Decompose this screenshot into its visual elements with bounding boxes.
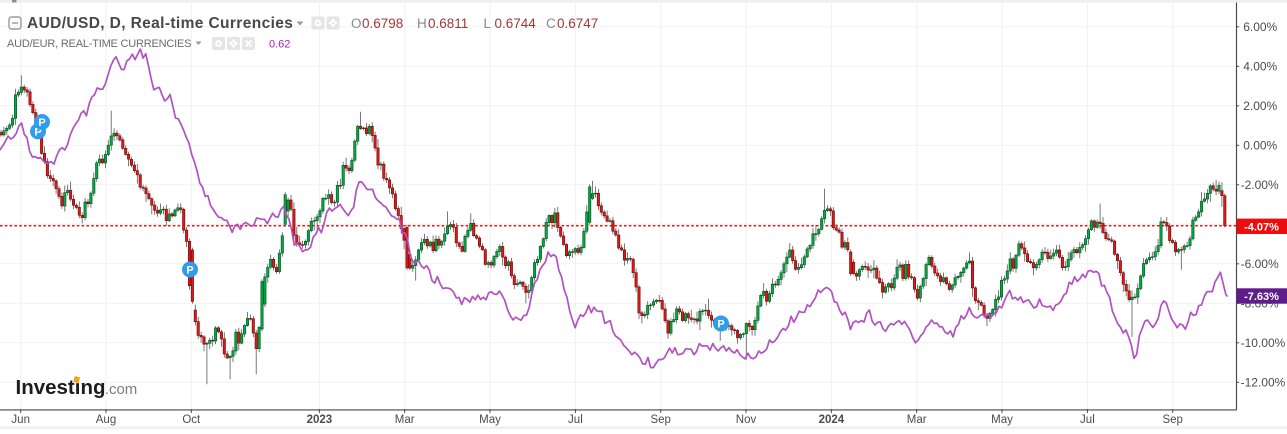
svg-text:O: O [351,16,362,31]
svg-text:H: H [417,16,427,31]
svg-text:0.62: 0.62 [269,39,290,51]
svg-text:Jul: Jul [568,414,583,426]
svg-text:P: P [38,117,45,129]
svg-text:Jun: Jun [11,414,30,426]
svg-text:0.00%: 0.00% [1243,139,1277,153]
svg-text:-12.00%: -12.00% [1241,376,1286,390]
svg-text:Sep: Sep [650,414,670,426]
svg-text:Sep: Sep [1162,414,1182,426]
svg-text:.com: .com [105,381,138,398]
svg-text:Jul: Jul [1080,414,1095,426]
svg-text:Mar: Mar [395,414,415,426]
svg-text:AUD/USD, D, Real-time Currenci: AUD/USD, D, Real-time Currencies [27,15,293,32]
svg-text:2.00%: 2.00% [1243,99,1277,113]
svg-text:AUD/EUR, REAL-TIME CURRENCIES: AUD/EUR, REAL-TIME CURRENCIES [7,38,191,50]
svg-text:C: C [546,16,556,31]
svg-text:P: P [186,265,193,277]
svg-text:0.6747: 0.6747 [557,16,598,31]
svg-text:0.6744: 0.6744 [495,16,537,31]
svg-text:May: May [479,414,501,426]
svg-text:-4.07%: -4.07% [1244,221,1279,233]
svg-text:Nov: Nov [736,414,757,426]
svg-text:-2.00%: -2.00% [1241,178,1279,192]
svg-text:Investing: Investing [16,376,106,399]
svg-text:P: P [717,319,724,331]
svg-text:May: May [991,414,1013,426]
svg-text:4.00%: 4.00% [1243,60,1277,74]
svg-text:2023: 2023 [307,414,333,426]
svg-text:P: P [34,126,41,138]
svg-text:L: L [484,16,492,31]
svg-text:2024: 2024 [819,414,845,426]
svg-text:0.6798: 0.6798 [362,16,403,31]
svg-text:Mar: Mar [907,414,927,426]
svg-text:Oct: Oct [182,414,201,426]
svg-text:0.6811: 0.6811 [428,16,468,31]
svg-text:-6.00%: -6.00% [1241,257,1279,271]
svg-text:6.00%: 6.00% [1243,20,1277,34]
svg-text:-10.00%: -10.00% [1241,336,1286,350]
svg-text:Aug: Aug [96,414,116,426]
svg-text:-7.63%: -7.63% [1244,291,1279,303]
